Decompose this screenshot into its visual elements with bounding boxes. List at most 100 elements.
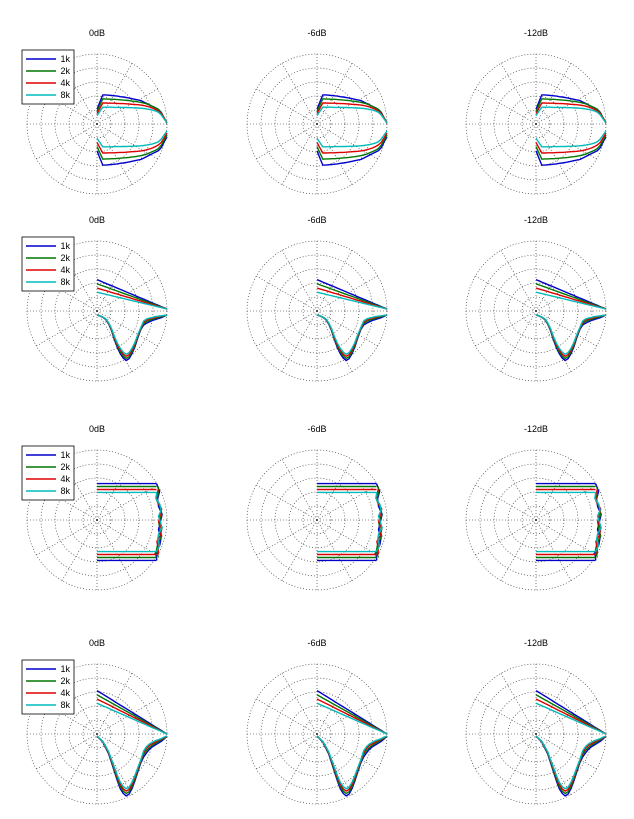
polar-grid-spoke xyxy=(256,310,318,347)
panel-title: -6dB xyxy=(307,28,326,38)
panel-title: 0dB xyxy=(89,638,105,648)
polar-panel: 0dB 1k 2k 4k 8k xyxy=(21,215,168,382)
polar-grid-spoke xyxy=(281,310,318,372)
series-line-8k xyxy=(316,735,388,790)
polar-grid-spoke xyxy=(475,310,537,347)
series-line-2k xyxy=(316,134,388,160)
polar-grid-spoke xyxy=(96,733,133,795)
polar-panel: 0dB 1k 2k 4k 8k xyxy=(21,424,168,591)
series-line-1k xyxy=(96,136,168,166)
polar-grid-spoke xyxy=(316,250,353,312)
series-line-8k xyxy=(316,130,388,148)
series-line-2k xyxy=(96,98,168,124)
polar-panel: 0dB 1k 2k 4k 8k xyxy=(21,28,168,195)
series-line-2k xyxy=(96,134,168,160)
polar-grid-spoke xyxy=(316,484,378,521)
polar-panel: -6dB xyxy=(246,638,388,805)
series-line-8k xyxy=(316,291,388,310)
legend-label-1k: 1k xyxy=(60,241,70,251)
polar-grid-spoke xyxy=(535,519,572,581)
polar-grid-ring xyxy=(521,109,551,139)
polar-grid-spoke xyxy=(535,484,597,521)
polar-grid-spoke xyxy=(500,459,537,521)
polar-panel: -12dB xyxy=(465,215,607,382)
polar-grid-spoke xyxy=(535,733,572,795)
polar-grid-spoke xyxy=(475,698,537,735)
legend: 1k 2k 4k 8k xyxy=(21,49,75,105)
series-line-8k xyxy=(535,702,607,735)
legend-label-2k: 2k xyxy=(60,253,70,263)
polar-grid-spoke xyxy=(316,519,353,581)
legend-label-4k: 4k xyxy=(60,78,70,88)
series-line-8k xyxy=(535,314,607,355)
polar-grid-ring xyxy=(479,254,593,368)
polar-grid-spoke xyxy=(500,63,537,125)
polar-grid-ring xyxy=(40,254,154,368)
polar-grid-ring xyxy=(260,67,374,181)
polar-grid-spoke xyxy=(475,275,537,312)
series-line-2k xyxy=(535,98,607,124)
series-line-8k xyxy=(316,106,388,124)
polar-panel: 0dB 1k 2k 4k 8k xyxy=(21,638,168,805)
polar-grid-spoke xyxy=(96,484,158,521)
series-line-1k xyxy=(535,136,607,166)
polar-grid-spoke xyxy=(316,673,353,735)
legend-label-4k: 4k xyxy=(60,265,70,275)
series-line-4k xyxy=(316,102,388,124)
polar-grid-spoke xyxy=(535,673,572,735)
polar-grid-ring xyxy=(479,677,593,791)
legend: 1k 2k 4k 8k xyxy=(21,659,75,715)
series-line-8k xyxy=(96,702,168,735)
panel-title: 0dB xyxy=(89,424,105,434)
polar-grid-spoke xyxy=(96,519,133,581)
polar-grid-spoke xyxy=(256,484,318,521)
polar-grid-ring xyxy=(40,677,154,791)
polar-grid-spoke xyxy=(475,88,537,125)
polar-grid-spoke xyxy=(475,519,537,556)
legend-label-8k: 8k xyxy=(60,90,70,100)
polar-grid-spoke xyxy=(500,250,537,312)
polar-grid-spoke xyxy=(535,250,572,312)
panel-title: -12dB xyxy=(524,638,548,648)
polar-grid-spoke xyxy=(281,250,318,312)
polar-panel: -12dB xyxy=(465,424,607,591)
polar-grid-spoke xyxy=(96,123,133,185)
polar-grid-spoke xyxy=(500,733,537,795)
polar-grid-ring xyxy=(479,463,593,577)
polar-grid-spoke xyxy=(316,519,378,556)
polar-grid-ring xyxy=(302,296,332,326)
polar-grid-spoke xyxy=(475,123,537,160)
legend-label-8k: 8k xyxy=(60,486,70,496)
legend-label-8k: 8k xyxy=(60,700,70,710)
polar-grid-spoke xyxy=(256,519,318,556)
polar-grid-spoke xyxy=(316,63,353,125)
polar-grid-spoke xyxy=(475,733,537,770)
series-line-8k xyxy=(96,130,168,148)
polar-grid-ring xyxy=(302,719,332,749)
polar-grid-spoke xyxy=(535,519,597,556)
legend: 1k 2k 4k 8k xyxy=(21,445,75,501)
polar-grid-spoke xyxy=(500,123,537,185)
polar-grid-ring xyxy=(82,296,112,326)
legend-label-2k: 2k xyxy=(60,462,70,472)
polar-grid-spoke xyxy=(475,484,537,521)
series-line-8k xyxy=(96,106,168,124)
series-line-8k xyxy=(155,492,163,552)
polar-grid-ring xyxy=(40,67,154,181)
series-line-8k xyxy=(535,130,607,148)
polar-grid-spoke xyxy=(281,733,318,795)
polar-grid-spoke xyxy=(535,123,572,185)
polar-grid-spoke xyxy=(256,698,318,735)
polar-grid-spoke xyxy=(316,310,378,347)
series-line-4k xyxy=(535,132,607,154)
legend-label-1k: 1k xyxy=(60,54,70,64)
series-line-8k xyxy=(375,492,383,552)
polar-grid-ring xyxy=(260,254,374,368)
polar-grid-spoke xyxy=(96,275,158,312)
series-line-8k xyxy=(594,492,602,552)
polar-grid-ring xyxy=(82,719,112,749)
series-line-8k xyxy=(316,314,388,355)
series-line-8k xyxy=(535,291,607,310)
legend-label-8k: 8k xyxy=(60,277,70,287)
